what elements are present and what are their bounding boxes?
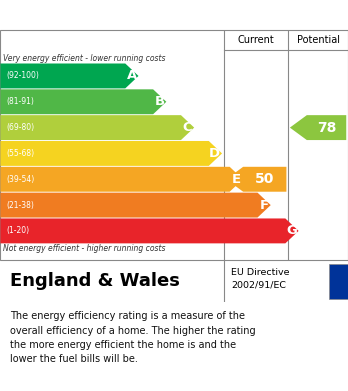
- Text: Very energy efficient - lower running costs: Very energy efficient - lower running co…: [3, 54, 166, 63]
- Text: (39-54): (39-54): [6, 175, 34, 184]
- Text: E: E: [232, 173, 241, 186]
- Polygon shape: [226, 167, 286, 192]
- Text: F: F: [260, 199, 269, 212]
- Text: Current: Current: [238, 35, 275, 45]
- Text: D: D: [209, 147, 220, 160]
- Text: Not energy efficient - higher running costs: Not energy efficient - higher running co…: [3, 244, 166, 253]
- Bar: [329, 264, 348, 299]
- Text: (69-80): (69-80): [6, 123, 34, 132]
- Text: C: C: [183, 121, 192, 134]
- Text: (21-38): (21-38): [6, 201, 34, 210]
- Polygon shape: [0, 193, 271, 217]
- Text: England & Wales: England & Wales: [10, 272, 180, 291]
- Text: G: G: [286, 224, 297, 237]
- Text: Potential: Potential: [296, 35, 340, 45]
- Text: 78: 78: [317, 120, 336, 135]
- Polygon shape: [0, 219, 299, 243]
- Polygon shape: [0, 167, 243, 192]
- Text: (55-68): (55-68): [6, 149, 34, 158]
- Text: (92-100): (92-100): [6, 72, 39, 81]
- Polygon shape: [0, 115, 194, 140]
- Text: EU Directive
2002/91/EC: EU Directive 2002/91/EC: [231, 269, 290, 290]
- Text: 50: 50: [255, 172, 275, 186]
- Text: A: A: [127, 70, 137, 83]
- Polygon shape: [290, 115, 346, 140]
- Text: (1-20): (1-20): [6, 226, 29, 235]
- Text: (81-91): (81-91): [6, 97, 34, 106]
- Polygon shape: [0, 141, 222, 166]
- Text: Energy Efficiency Rating: Energy Efficiency Rating: [10, 7, 232, 23]
- Polygon shape: [0, 63, 139, 88]
- Text: The energy efficiency rating is a measure of the
overall efficiency of a home. T: The energy efficiency rating is a measur…: [10, 311, 256, 364]
- Text: B: B: [155, 95, 165, 108]
- Polygon shape: [0, 89, 166, 114]
